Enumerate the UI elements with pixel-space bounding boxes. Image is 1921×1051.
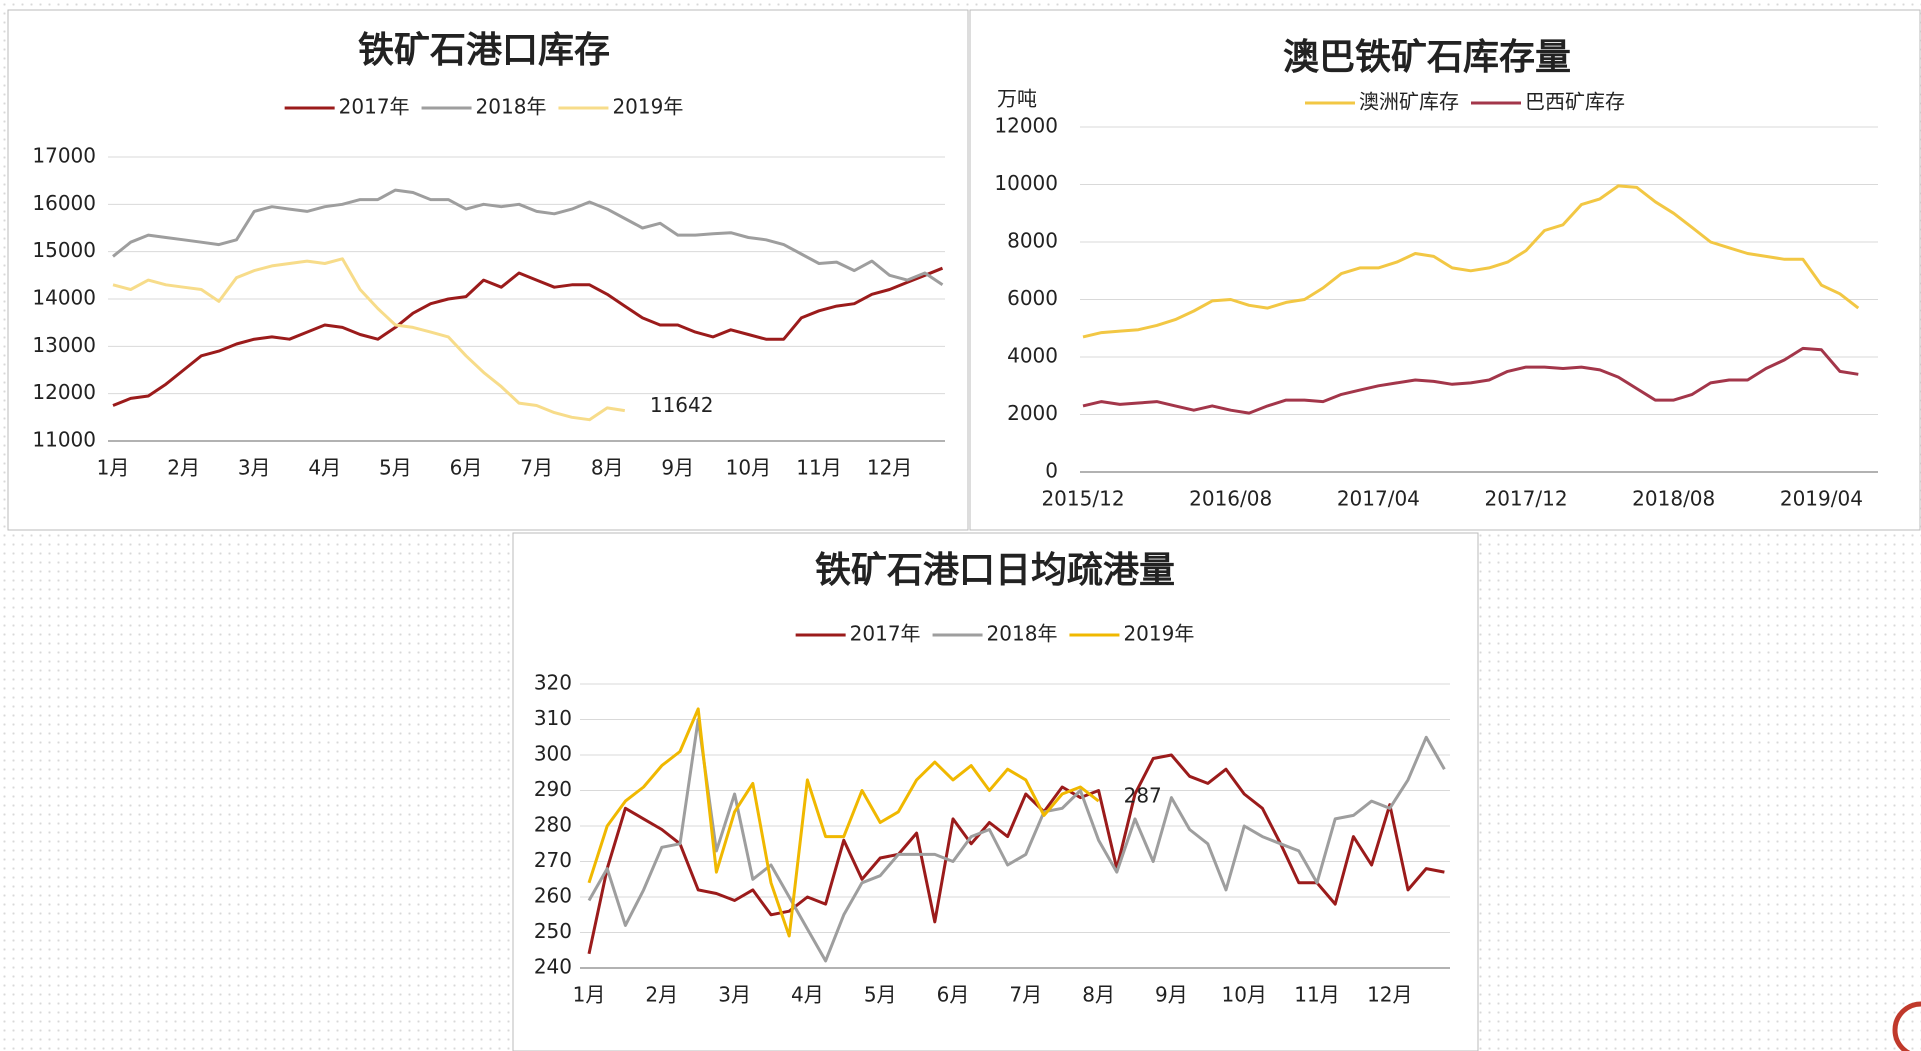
- y-axis-label: 万吨: [997, 87, 1037, 111]
- x-tick-label: 12月: [1367, 983, 1412, 1007]
- legend-label: 2017年: [339, 95, 410, 119]
- chart-title: 铁矿石港口日均疏港量: [815, 550, 1175, 591]
- x-tick-label: 3月: [238, 456, 271, 480]
- y-tick-label: 15000: [32, 238, 96, 262]
- legend-label: 2017年: [850, 622, 921, 646]
- y-tick-label: 240: [534, 955, 572, 979]
- x-tick-label: 2016/08: [1189, 487, 1272, 511]
- x-tick-label: 1月: [97, 456, 130, 480]
- x-tick-label: 10月: [1221, 983, 1266, 1007]
- legend: 2017年 2018年 2019年: [795, 622, 1194, 646]
- y-tick-label: 260: [534, 884, 572, 908]
- y-tick-label: 2000: [1007, 401, 1058, 425]
- annotation: 287: [1124, 784, 1162, 808]
- x-tick-label: 2月: [167, 456, 200, 480]
- x-tick-label: 6月: [450, 456, 483, 480]
- x-tick-label: 4月: [308, 456, 341, 480]
- legend-label: 2019年: [612, 95, 683, 119]
- x-tick-label: 8月: [591, 456, 624, 480]
- y-tick-label: 13000: [32, 333, 96, 357]
- x-tick-label: 2月: [645, 983, 678, 1007]
- x-tick-label: 8月: [1082, 983, 1115, 1007]
- y-tick-label: 4000: [1007, 344, 1058, 368]
- x-tick-label: 6月: [937, 983, 970, 1007]
- y-tick-label: 12000: [32, 380, 96, 404]
- legend-label: 巴西矿库存: [1525, 90, 1625, 114]
- panel: [512, 532, 1479, 1051]
- x-tick-label: 11月: [1294, 983, 1339, 1007]
- y-tick-label: 8000: [1007, 229, 1058, 253]
- x-tick-label: 9月: [661, 456, 694, 480]
- panel: [969, 9, 1921, 531]
- x-tick-label: 12月: [867, 456, 912, 480]
- x-tick-label: 2019/04: [1780, 487, 1863, 511]
- y-tick-label: 290: [534, 777, 572, 801]
- y-tick-label: 12000: [994, 114, 1058, 138]
- panel: [7, 9, 969, 531]
- y-tick-label: 11000: [32, 428, 96, 452]
- y-tick-label: 0: [1045, 459, 1058, 483]
- legend: 2017年 2018年 2019年: [284, 95, 683, 119]
- x-tick-label: 11月: [796, 456, 841, 480]
- x-tick-label: 2015/12: [1041, 487, 1124, 511]
- y-tick-label: 17000: [32, 144, 96, 168]
- y-tick-label: 280: [534, 813, 572, 837]
- x-tick-label: 10月: [726, 456, 771, 480]
- x-tick-label: 5月: [379, 456, 412, 480]
- annotation: 11642: [650, 393, 714, 417]
- y-tick-label: 270: [534, 848, 572, 872]
- y-tick-label: 250: [534, 919, 572, 943]
- legend: 澳洲矿库存 巴西矿库存: [1305, 90, 1625, 114]
- legend-label: 2019年: [1123, 622, 1194, 646]
- logo: [1892, 1001, 1921, 1051]
- y-tick-label: 300: [534, 742, 572, 766]
- x-tick-label: 4月: [791, 983, 824, 1007]
- legend-label: 2018年: [987, 622, 1058, 646]
- series-line: [587, 707, 1100, 938]
- x-tick-label: 2017/04: [1337, 487, 1420, 511]
- y-tick-label: 16000: [32, 191, 96, 215]
- series-line: [587, 718, 1446, 963]
- x-tick-label: 3月: [718, 983, 751, 1007]
- y-tick-label: 14000: [32, 286, 96, 310]
- x-tick-label: 5月: [864, 983, 897, 1007]
- series-line: [1082, 184, 1860, 339]
- x-tick-label: 2017/12: [1484, 487, 1567, 511]
- series-line: [112, 266, 944, 407]
- series-line: [587, 753, 1445, 955]
- series-line: [1082, 346, 1859, 415]
- series-line: [112, 257, 626, 422]
- x-tick-label: 9月: [1155, 983, 1188, 1007]
- x-tick-label: 1月: [573, 983, 606, 1007]
- x-tick-label: 7月: [1009, 983, 1042, 1007]
- chart-title: 澳巴铁矿石库存量: [1283, 37, 1571, 78]
- y-tick-label: 10000: [994, 171, 1058, 195]
- x-tick-label: 7月: [520, 456, 553, 480]
- y-tick-label: 310: [534, 706, 572, 730]
- series-line: [112, 188, 944, 287]
- legend-label: 澳洲矿库存: [1359, 90, 1459, 114]
- y-tick-label: 6000: [1007, 286, 1058, 310]
- x-tick-label: 2018/08: [1632, 487, 1715, 511]
- y-tick-label: 320: [534, 671, 572, 695]
- chart-title: 铁矿石港口库存: [358, 30, 610, 71]
- legend-label: 2018年: [476, 95, 547, 119]
